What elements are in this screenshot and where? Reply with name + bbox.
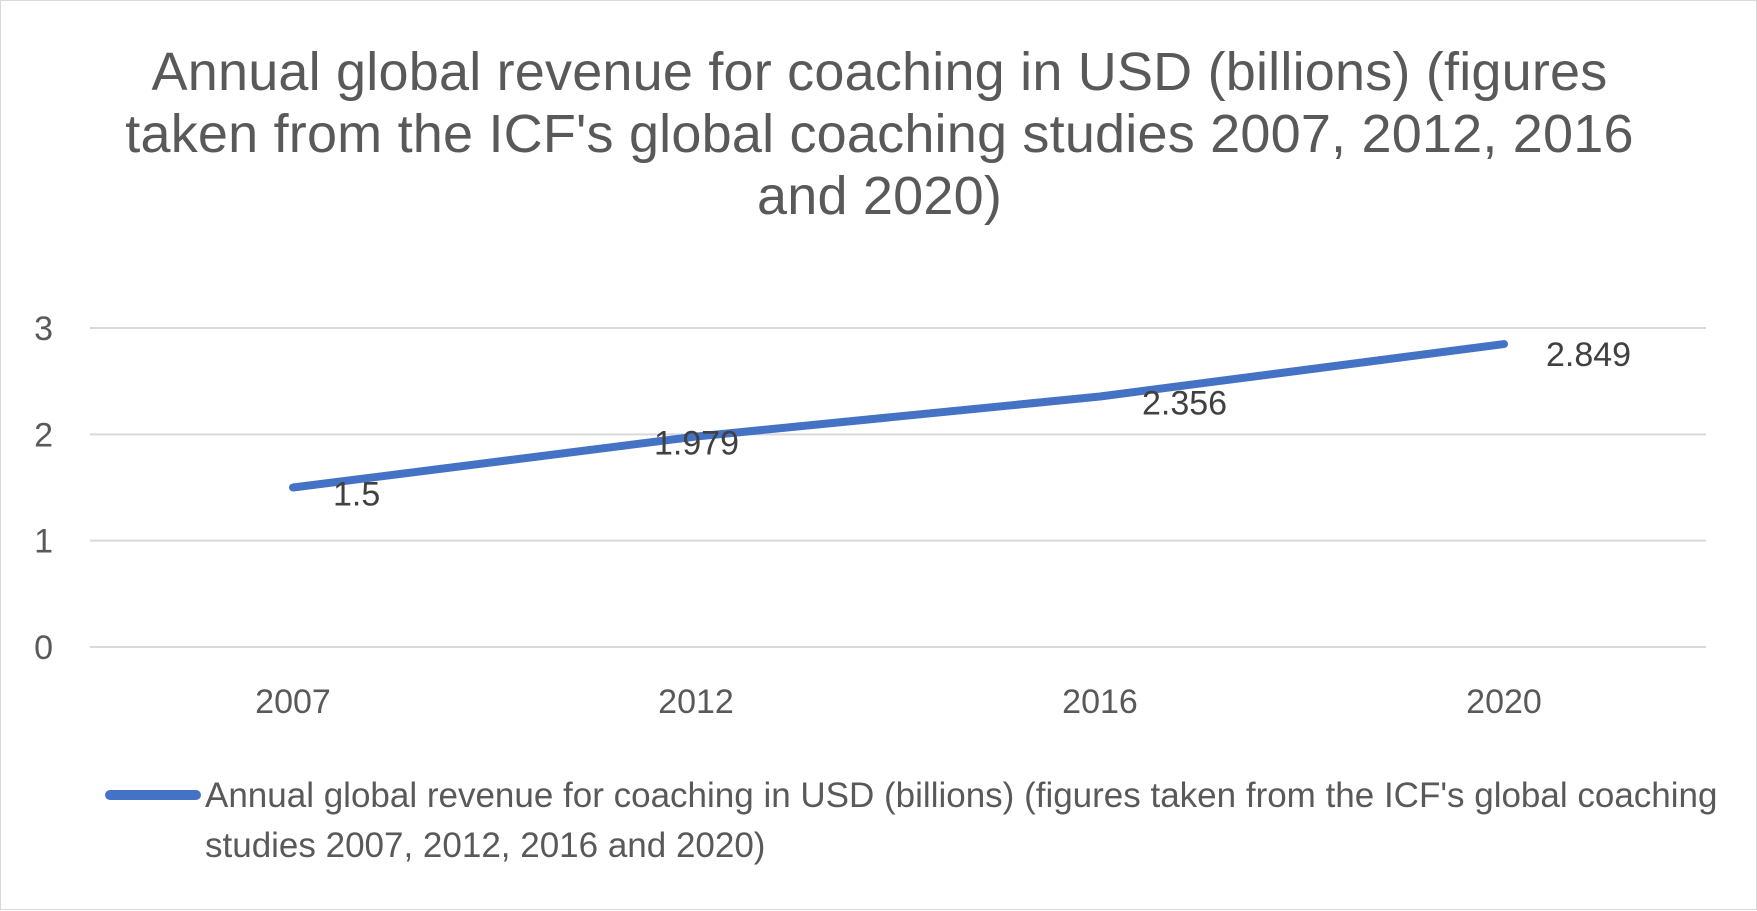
y-tick-label: 2 — [34, 416, 53, 454]
data-label: 2.356 — [1142, 384, 1227, 422]
y-tick-label: 3 — [34, 310, 53, 348]
data-label: 1.979 — [654, 425, 739, 463]
legend: Annual global revenue for coaching in US… — [105, 771, 1717, 871]
data-point — [292, 486, 294, 489]
data-label: 1.5 — [333, 476, 380, 514]
x-tick-label: 2016 — [1062, 683, 1138, 721]
x-tick-label: 2012 — [658, 683, 734, 721]
data-point — [1503, 343, 1505, 346]
data-point — [1099, 395, 1101, 398]
y-tick-label: 1 — [34, 523, 53, 561]
legend-swatch — [105, 790, 201, 800]
y-tick-label: 0 — [34, 629, 53, 667]
legend-label: Annual global revenue for coaching in US… — [205, 776, 1718, 865]
x-tick-label: 2007 — [255, 683, 331, 721]
x-tick-label: 2020 — [1466, 683, 1542, 721]
series-line — [289, 340, 1508, 492]
data-point — [695, 435, 697, 438]
data-label: 2.849 — [1546, 336, 1631, 374]
chart-title: Annual global revenue for coaching in US… — [125, 42, 1634, 226]
